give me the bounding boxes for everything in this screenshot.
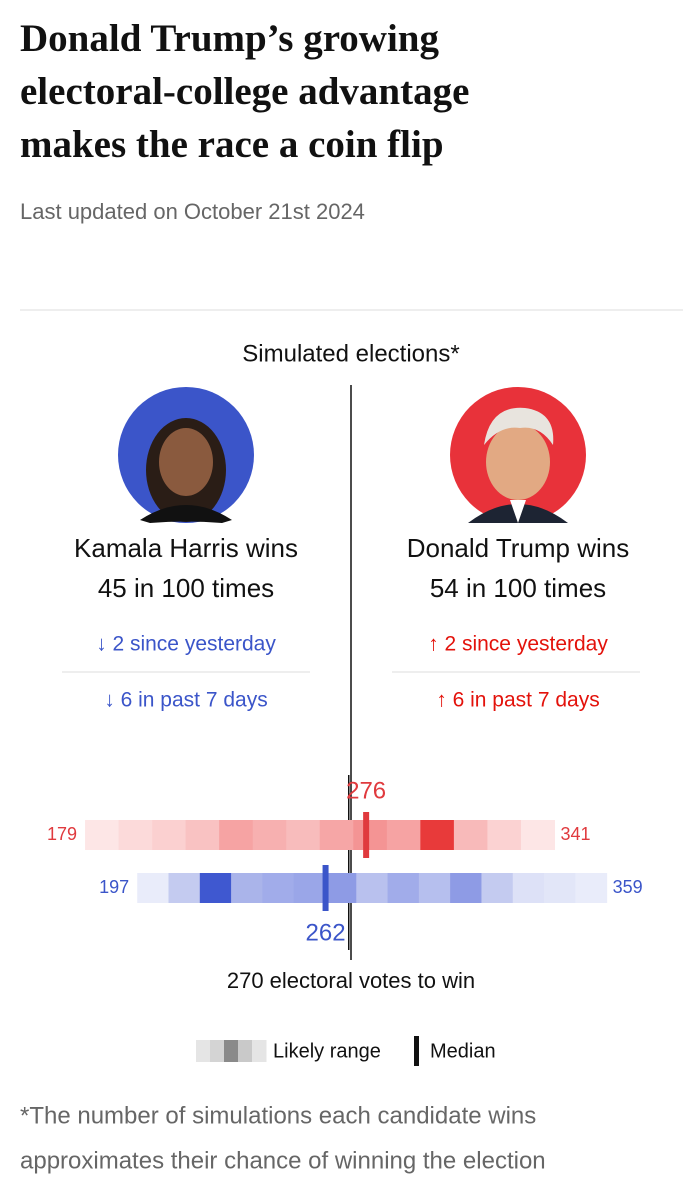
- range-cell: [387, 873, 420, 903]
- range-cell: [453, 820, 488, 850]
- title-line: makes the race a coin flip: [20, 123, 444, 166]
- range-cell: [293, 873, 326, 903]
- median: [363, 812, 370, 858]
- range-low: 179: [47, 824, 77, 844]
- range-high: 359: [613, 877, 643, 897]
- legend-label: Likely range: [273, 1040, 381, 1062]
- legend-median: [414, 1036, 419, 1066]
- portrait: [118, 387, 254, 523]
- median-label: 262: [306, 919, 346, 946]
- range-cell: [219, 820, 254, 850]
- range-cell: [520, 820, 555, 850]
- legend-swatch: [252, 1040, 267, 1062]
- range-cell: [199, 873, 232, 903]
- threshold-label: 270 electoral votes to win: [227, 968, 475, 993]
- range-low: 197: [99, 877, 129, 897]
- range-cell: [118, 820, 153, 850]
- range-cell: [487, 820, 522, 850]
- footnote: approximates their chance of winning the…: [20, 1147, 546, 1174]
- range-cell: [575, 873, 608, 903]
- footnote: *The number of simulations each candidat…: [20, 1102, 536, 1129]
- portrait: [450, 387, 586, 523]
- title-line: electoral-college advantage: [20, 70, 469, 113]
- legend-swatch: [238, 1040, 253, 1062]
- range-cell: [286, 820, 321, 850]
- legend-swatch: [196, 1040, 211, 1062]
- range-cell: [512, 873, 545, 903]
- median-label: 276: [346, 777, 386, 804]
- range-cell: [252, 820, 287, 850]
- range-cell: [353, 820, 388, 850]
- range-cell: [450, 873, 482, 903]
- legend-swatch: [224, 1040, 239, 1062]
- change-week: ↑ 6 in past 7 days: [436, 689, 599, 712]
- range-cell: [231, 873, 263, 903]
- range-cell: [420, 820, 455, 850]
- range-cell: [481, 873, 514, 903]
- range-cell: [544, 873, 576, 903]
- change-day: ↓ 2 since yesterday: [96, 633, 276, 656]
- range-cell: [418, 873, 451, 903]
- win-odds: 54 in 100 times: [430, 573, 606, 603]
- median: [322, 865, 329, 911]
- updated: Last updated on October 21st 2024: [20, 199, 365, 224]
- range-cell: [168, 873, 201, 903]
- section-title: Simulated elections*: [242, 340, 459, 367]
- range-cell: [324, 873, 357, 903]
- legend-label: Median: [430, 1040, 496, 1062]
- change-day: ↑ 2 since yesterday: [428, 633, 608, 656]
- win-odds: 45 in 100 times: [98, 573, 274, 603]
- legend-swatch: [210, 1040, 225, 1062]
- range-cell: [262, 873, 295, 903]
- range-cell: [386, 820, 421, 850]
- title-line: Donald Trump’s growing: [20, 17, 439, 60]
- change-week: ↓ 6 in past 7 days: [104, 689, 267, 712]
- candidate-name: Donald Trump wins: [407, 533, 630, 563]
- range-cell: [319, 820, 354, 850]
- range-cell: [137, 873, 170, 903]
- candidate-name: Kamala Harris wins: [74, 533, 298, 563]
- range-cell: [356, 873, 389, 903]
- range-high: 341: [560, 824, 590, 844]
- range-cell: [185, 820, 220, 850]
- range-cell: [152, 820, 187, 850]
- range-cell: [85, 820, 120, 850]
